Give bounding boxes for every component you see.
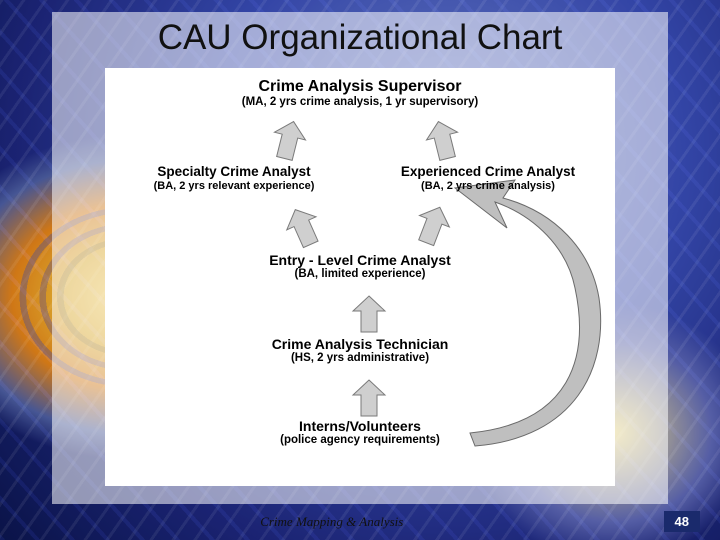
slide-footer: Crime Mapping & Analysis 48 [0, 511, 720, 532]
arrow-technician-to-entry [353, 296, 385, 332]
page-number-badge: 48 [664, 511, 700, 532]
footer-label: Crime Mapping & Analysis [0, 514, 664, 530]
arrow-interns-to-technician [353, 380, 385, 416]
arrow-interns-to-experienced-curved [455, 188, 615, 446]
org-chart: Crime Analysis Supervisor (MA, 2 yrs cri… [105, 68, 615, 486]
node-entry: Entry - Level Crime Analyst (BA, limited… [105, 252, 615, 281]
node-interns: Interns/Volunteers (police agency requir… [105, 418, 615, 447]
role-label: Experienced Crime Analyst [233, 164, 720, 180]
node-technician: Crime Analysis Technician (HS, 2 yrs adm… [105, 336, 615, 365]
qualification-label: (police agency requirements) [105, 434, 615, 447]
arrow-entry-to-specialty [281, 203, 326, 251]
role-label: Crime Analysis Technician [105, 336, 615, 352]
qualification-label: (BA, limited experience) [105, 268, 615, 281]
role-label: Interns/Volunteers [105, 418, 615, 434]
qualification-label: (HS, 2 yrs administrative) [105, 352, 615, 365]
qualification-label: (MA, 2 yrs crime analysis, 1 yr supervis… [105, 96, 615, 109]
node-supervisor: Crime Analysis Supervisor (MA, 2 yrs cri… [105, 78, 615, 110]
arrow-specialty-to-supervisor [269, 118, 309, 163]
role-label: Entry - Level Crime Analyst [105, 252, 615, 268]
role-label: Crime Analysis Supervisor [105, 78, 615, 96]
slide-title: CAU Organizational Chart [0, 18, 720, 58]
node-experienced: Experienced Crime Analyst (BA, 2 yrs cri… [233, 164, 720, 192]
arrow-entry-to-experienced [411, 202, 454, 249]
arrow-experienced-to-supervisor [423, 118, 463, 163]
qualification-label: (BA, 2 yrs crime analysis) [233, 180, 720, 193]
